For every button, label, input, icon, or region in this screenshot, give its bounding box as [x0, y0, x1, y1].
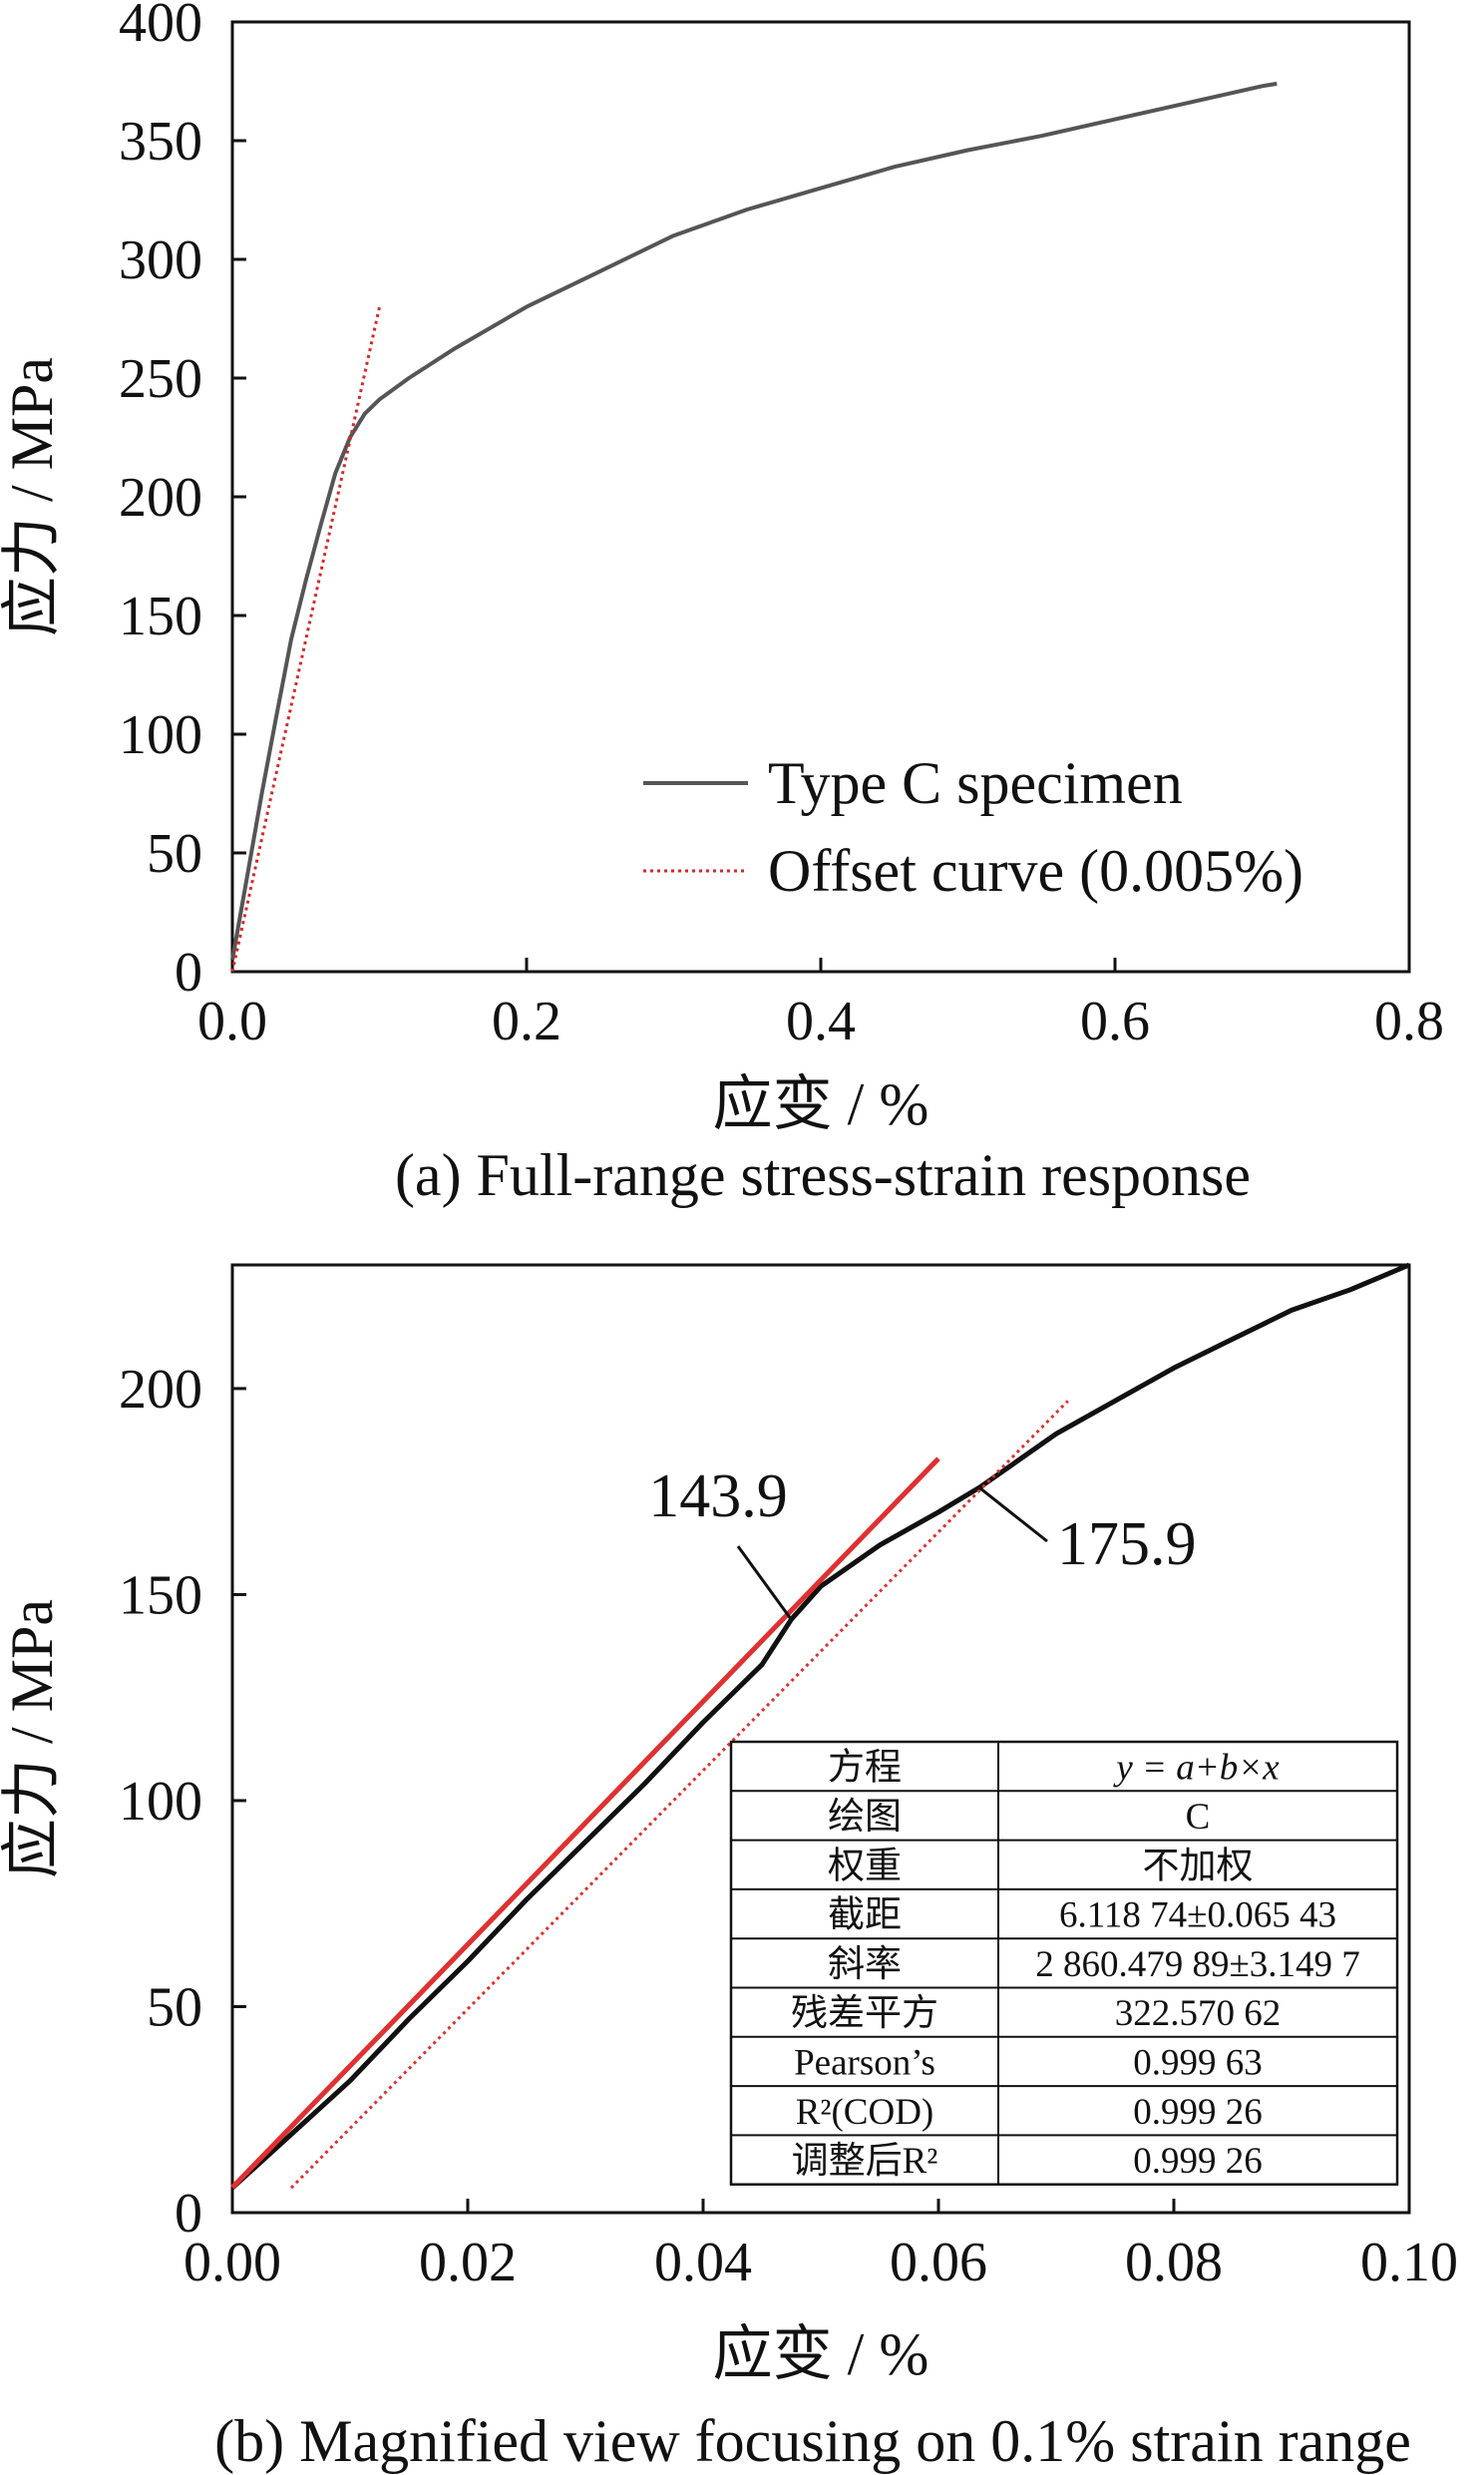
chart-a: 0.0 0.2 0.4 0.6 0.8 0 50 100 150 200 250 300 350 400 应…: [0, 0, 1444, 1208]
annotation-label-1: 175.9: [1057, 1510, 1197, 1578]
x-axis-label: 应变 / %: [713, 2321, 929, 2387]
fit-table-value: 0.999 26: [1133, 2092, 1263, 2133]
fit-table-param: 权重: [828, 1845, 902, 1886]
fit-table-value: 2 860.479 89±3.149 7: [1035, 1944, 1360, 1985]
series-line-1: [230, 306, 381, 973]
y-tick-label: 0: [175, 942, 202, 1004]
legend-entry-0: Type C specimen: [768, 750, 1183, 816]
x-tick-label: 0.6: [1080, 991, 1150, 1052]
y-tick-label: 200: [119, 467, 202, 529]
annotation-label-0: 143.9: [648, 1462, 788, 1530]
fit-table-border: [729, 1740, 1399, 2186]
x-tick-label: 0.10: [1360, 2232, 1458, 2293]
chart-caption: (a) Full-range stress-strain response: [395, 1142, 1251, 1208]
x-tick-label: 0.04: [654, 2232, 752, 2293]
y-tick-label: 400: [119, 0, 202, 54]
fit-table-param: 斜率: [828, 1943, 902, 1985]
fit-table-value: 0.999 26: [1133, 2141, 1263, 2182]
y-tick-label: 100: [119, 1771, 202, 1833]
x-tick-label: 0.2: [492, 991, 561, 1052]
x-tick-label: 0.00: [184, 2232, 281, 2293]
y-tick-label: 150: [119, 1564, 202, 1626]
y-tick-label: 100: [119, 704, 202, 766]
x-axis-label: 应变 / %: [713, 1071, 929, 1137]
y-axis-label: 应力 / MPa: [0, 357, 65, 636]
fit-table-value: 不加权: [1143, 1845, 1254, 1886]
fit-table-param: 截距: [828, 1895, 902, 1936]
y-tick-label: 150: [119, 586, 202, 647]
fit-table-param: R²(COD): [796, 2092, 934, 2133]
x-tick-label: 0.08: [1125, 2232, 1223, 2293]
chart-caption: (b) Magnified view focusing on 0.1% stra…: [214, 2408, 1411, 2474]
series-line-0: [230, 1262, 1410, 2191]
annotation-leader-0: [736, 1545, 793, 1621]
y-tick-label: 350: [119, 111, 202, 173]
legend-entry-1: Offset curve (0.005%): [768, 838, 1303, 904]
x-tick-label: 0.02: [419, 2232, 517, 2293]
fit-table-param: 绘图: [828, 1796, 902, 1838]
y-tick-label: 0: [175, 2183, 202, 2245]
y-tick-label: 250: [119, 348, 202, 410]
fit-table-value: 0.999 63: [1133, 2042, 1263, 2083]
y-tick-label: 50: [147, 1976, 202, 2038]
x-tick-label: 0.0: [197, 991, 267, 1052]
series-line-1: [230, 1456, 940, 2190]
fit-table-value: y = a+b×x: [1112, 1748, 1280, 1789]
series-line-2: [289, 1400, 1069, 2190]
x-tick-label: 0.4: [786, 991, 856, 1052]
fit-table-param: 残差平方: [791, 1992, 938, 2034]
fit-table-param: 方程: [828, 1747, 902, 1789]
y-axis-label: 应力 / MPa: [0, 1599, 65, 1878]
x-tick-label: 0.06: [890, 2232, 987, 2293]
series-line-0: [230, 81, 1278, 961]
plot-frame: [230, 20, 1411, 974]
x-tick-label: 0.8: [1374, 991, 1444, 1052]
fit-table-value: 6.118 74±0.065 43: [1059, 1895, 1336, 1936]
fit-table-value: C: [1186, 1797, 1211, 1838]
y-tick-label: 300: [119, 229, 202, 291]
fit-table-param: Pearson’s: [794, 2042, 935, 2083]
plot-frame: [230, 1263, 1411, 2215]
y-tick-label: 50: [147, 823, 202, 885]
annotation-leader-1: [978, 1486, 1048, 1543]
y-tick-label: 200: [119, 1359, 202, 1421]
fit-table-param: 调整后R²: [792, 2140, 938, 2182]
fit-table-value: 322.570 62: [1115, 1993, 1282, 2034]
chart-b: 0.00 0.02 0.04 0.06 0.08 0.10 0 50 100 150 200 应变 /…: [0, 1262, 1458, 2474]
